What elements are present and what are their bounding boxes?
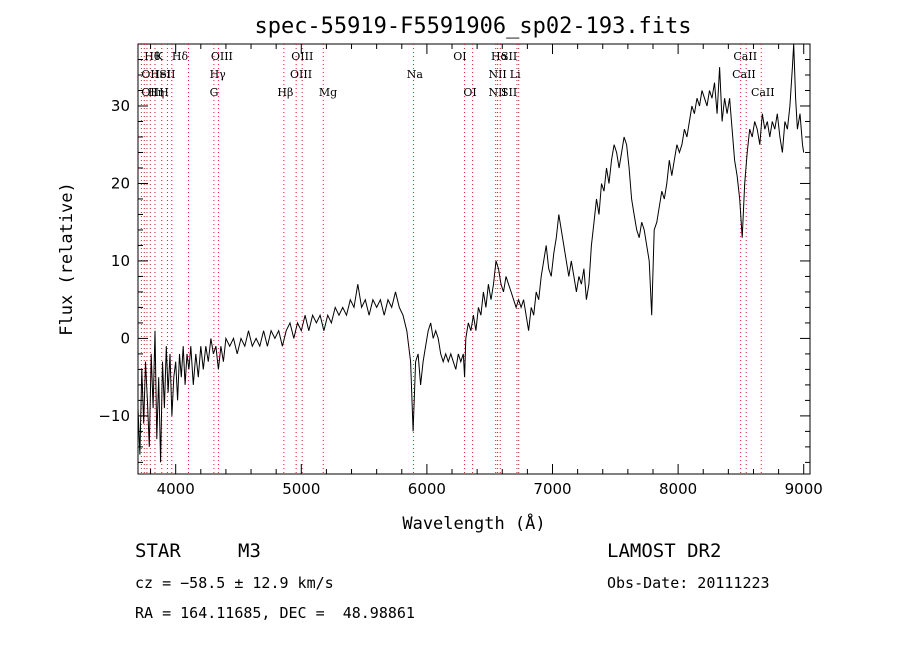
object-type: STAR (135, 540, 181, 562)
feature-label: SII (501, 86, 517, 99)
feature-label: OIII (290, 68, 312, 81)
data-release: LAMOST DR2 (607, 540, 722, 562)
object-subclass: M3 (238, 540, 261, 562)
feature-label: NII (488, 68, 506, 81)
feature-label: Hα (491, 50, 509, 63)
feature-label: Mg (319, 86, 337, 99)
feature-label: G (210, 86, 219, 99)
feature-label: HeI (150, 68, 170, 81)
feature-label: Li (510, 68, 521, 81)
feature-label: OI (463, 86, 476, 99)
feature-label: Hη (148, 86, 164, 99)
feature-label: SII (159, 68, 175, 81)
y-tick-label: −10 (98, 407, 130, 425)
axis-ticks: 4000 5000 6000 7000 8000 9000 −10 0 10 20 30 (98, 44, 823, 498)
feature-label: OI (453, 50, 466, 63)
feature-label: K (155, 50, 164, 63)
feature-label: Hγ (210, 68, 227, 81)
feature-label: Hθ (144, 50, 161, 63)
y-axis-label: Flux (relative) (57, 182, 77, 336)
feature-label: NII (488, 86, 506, 99)
y-tick-label: 0 (120, 329, 130, 347)
feature-label: CaII (733, 50, 757, 63)
feature-label: Na (407, 68, 424, 81)
feature-label: H (159, 86, 169, 99)
x-tick-label: 7000 (533, 480, 571, 498)
feature-label: Hβ (277, 86, 293, 99)
spectrum-line (137, 43, 805, 463)
x-tick-label: 5000 (282, 480, 320, 498)
plot-frame (137, 43, 811, 475)
feature-label: OII (141, 68, 159, 81)
x-tick-label: 9000 (785, 480, 823, 498)
redshift-cz: cz = −58.5 ± 12.9 km/s (135, 574, 334, 592)
feature-label: CaII (732, 68, 756, 81)
obs-date: Obs-Date: 20111223 (607, 574, 770, 592)
feature-label: Hδ (172, 50, 189, 63)
chart-title: spec-55919-F5591906_sp02-193.fits (254, 14, 691, 39)
feature-label: CaII (751, 86, 775, 99)
y-tick-label: 30 (111, 97, 130, 115)
x-tick-label: 4000 (157, 480, 195, 498)
x-axis-label: Wavelength (Å) (402, 512, 545, 534)
spectrum-chart: spec-55919-F5591906_sp02-193.fits HθK Hδ O… (57, 14, 823, 534)
feature-label: OII (141, 86, 159, 99)
x-tick-label: 8000 (659, 480, 697, 498)
feature-label: OIII (291, 50, 313, 63)
y-tick-label: 10 (111, 252, 130, 270)
x-tick-label: 6000 (408, 480, 446, 498)
coordinates: RA = 164.11685, DEC = 48.98861 (135, 604, 415, 622)
y-tick-label: 20 (111, 174, 130, 192)
feature-label: SII (501, 50, 517, 63)
feature-label: OIII (211, 50, 233, 63)
